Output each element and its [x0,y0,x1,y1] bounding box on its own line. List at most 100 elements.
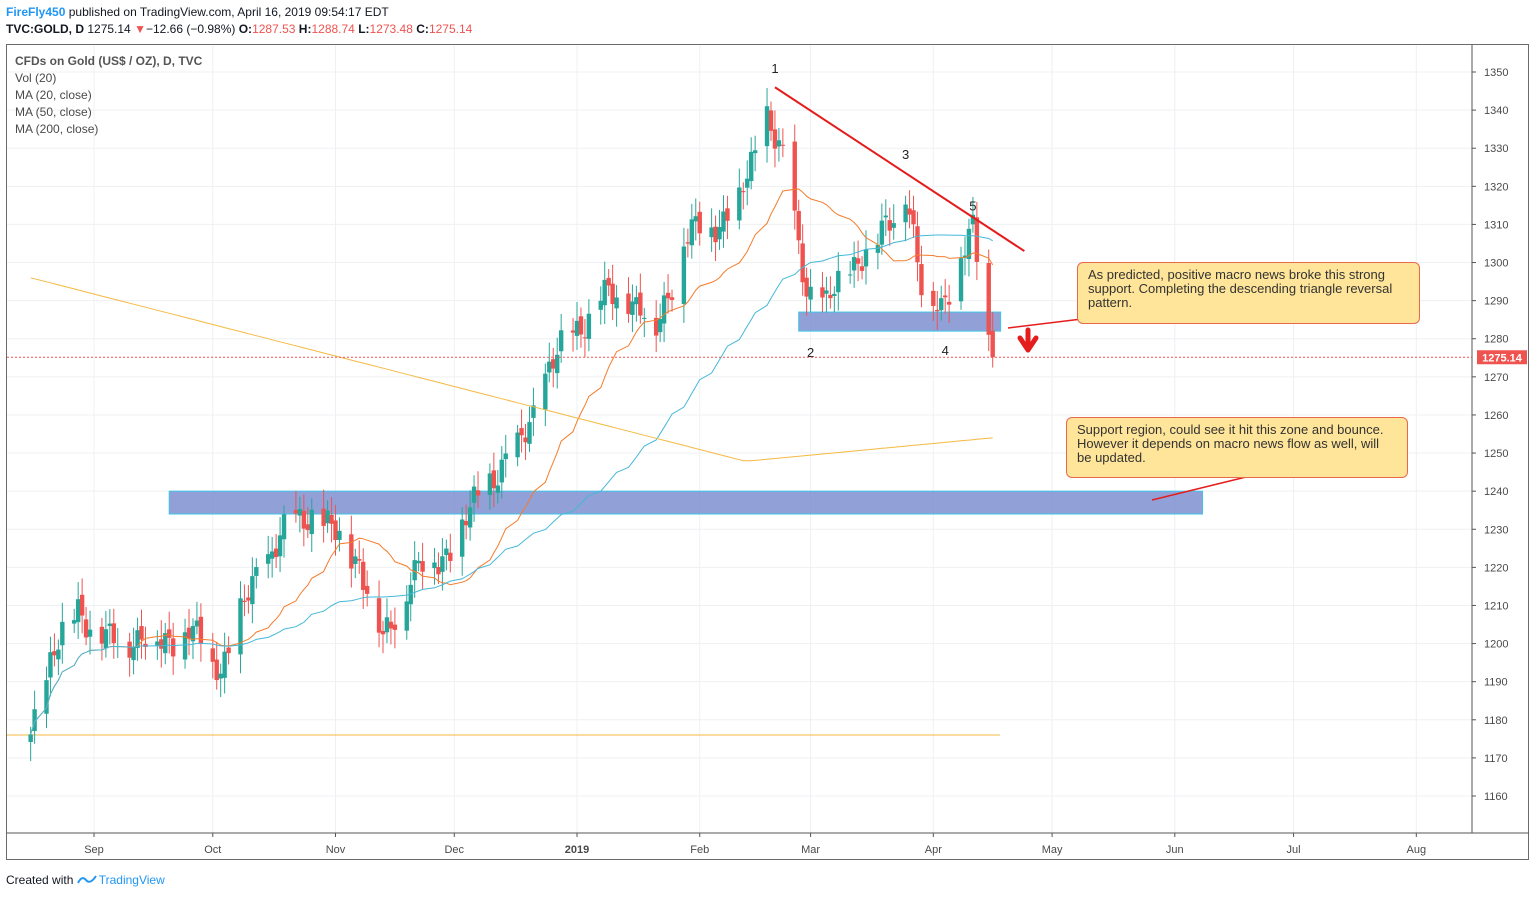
x-tick-label: Feb [690,844,709,856]
price-change: −12.66 (−0.98%) [145,22,236,36]
candle-body [60,621,65,646]
legend-item-ma200[interactable]: MA (200, close) [15,122,99,136]
candle-body [768,110,774,131]
candle-body [935,309,940,312]
candle-body [614,297,619,309]
candle-body [194,620,200,627]
tradingview-link[interactable]: TradingView [98,873,165,887]
candle-body [634,297,639,305]
candle-body [543,373,548,410]
candle-body [384,617,390,633]
candle-body [883,215,889,218]
candle-body [75,599,81,623]
candle-body [444,548,449,556]
candle-body [776,140,782,147]
candle-body [630,301,635,315]
candle-body [859,266,865,271]
pivot-label: 5 [969,198,976,213]
support-zone [798,311,1002,332]
candle-body [919,264,924,296]
candle-body [713,226,718,243]
y-tick-label: 1230 [1484,524,1508,536]
candle-body [887,220,892,231]
symbol-name: TVC:GOLD, D [6,22,84,36]
candle-body [471,486,477,503]
candle-body [408,584,413,605]
y-tick-label: 1350 [1484,67,1508,79]
candle-body [475,490,481,496]
candle-body [847,274,853,276]
candle-body [875,244,881,253]
legend-item-symbol[interactable]: CFDs on Gold (US$ / OZ), D, TVC [15,54,203,68]
close-label: C: [416,22,429,36]
candle-body [946,301,952,305]
candle-body [939,298,944,311]
candle-body [551,359,556,369]
chart-legend: CFDs on Gold (US$ / OZ), D, TVC Vol (20)… [15,53,202,138]
symbol-header: TVC:GOLD, D 1275.14 ▼−12.66 (−0.98%) O:1… [6,22,472,36]
last-price: 1275.14 [87,22,131,36]
legend-item-volume[interactable]: Vol (20) [15,71,57,85]
candle-body [170,638,176,657]
candle-body [966,228,972,260]
candle-body [412,560,417,581]
chart-frame[interactable] [6,44,1529,860]
candle-body [293,509,299,514]
candle-body [273,548,279,558]
candle-body [832,293,837,296]
candle-body [527,422,532,444]
candle-body [127,641,132,658]
candle-body [638,292,643,316]
candle-body [689,219,695,246]
candle-body [626,293,631,314]
candle-body [748,151,754,182]
candle-body [404,601,409,631]
y-tick-label: 1310 [1484,219,1508,231]
y-tick-label: 1260 [1484,410,1508,422]
ma20-line [30,188,994,735]
candle-body [309,509,314,535]
y-tick-label: 1220 [1484,562,1508,574]
note-support[interactable]: Support region, could see it hit this zo… [1066,417,1408,478]
candle-body [804,277,809,297]
candle-body [301,510,307,529]
candle-body [416,560,421,564]
candle-body [361,561,366,590]
candle-body [570,330,576,333]
candle-body [163,633,168,654]
last-price-badge [1477,350,1527,365]
candle-body [329,514,334,524]
candle-body [602,279,607,306]
candle-body [709,227,714,238]
candle-body [531,405,536,418]
author-link[interactable]: FireFly450 [6,5,66,19]
candle-body [349,534,354,569]
y-tick-label: 1160 [1484,791,1508,803]
candle-body [364,585,370,594]
close-value: 1275.14 [428,22,473,36]
candle-body [392,624,398,630]
candle-body [357,559,362,561]
candle-body [83,619,89,638]
candle-body [764,106,770,147]
candle-body [198,616,204,644]
y-tick-label: 1330 [1484,143,1508,155]
legend-item-ma50[interactable]: MA (50, close) [15,105,92,119]
note-predicted[interactable]: As predicted, positive macro news broke … [1077,262,1420,324]
x-tick-label: Sep [84,844,104,856]
legend-item-ma20[interactable]: MA (20, close) [15,88,92,102]
x-tick-label: Oct [204,844,221,856]
candle-body [87,629,93,637]
low-value: 1273.48 [369,22,413,36]
candle-body [265,554,271,564]
pivot-label: 2 [807,345,814,360]
candle-body [44,680,49,714]
candle-body [459,519,465,557]
candle-body [277,535,283,557]
candle-body [281,514,287,540]
candle-body [665,292,671,299]
candle-body [606,277,611,286]
y-tick-label: 1200 [1484,639,1508,651]
candle-body [167,629,172,638]
